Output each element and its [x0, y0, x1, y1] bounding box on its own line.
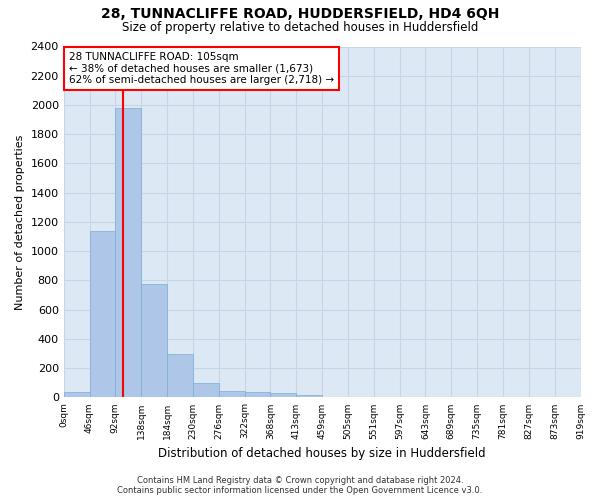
Bar: [89, 230, 115, 398]
X-axis label: Distribution of detached houses by size in Huddersfield: Distribution of detached houses by size …: [158, 447, 486, 460]
Bar: [115, 108, 141, 398]
Bar: [64, 392, 89, 398]
Bar: [167, 354, 193, 398]
Bar: [141, 284, 167, 398]
Text: Size of property relative to detached houses in Huddersfield: Size of property relative to detached ho…: [122, 21, 478, 34]
Bar: [219, 391, 245, 398]
Y-axis label: Number of detached properties: Number of detached properties: [15, 134, 25, 310]
Text: 28, TUNNACLIFFE ROAD, HUDDERSFIELD, HD4 6QH: 28, TUNNACLIFFE ROAD, HUDDERSFIELD, HD4 …: [101, 8, 499, 22]
Text: Contains HM Land Registry data © Crown copyright and database right 2024.
Contai: Contains HM Land Registry data © Crown c…: [118, 476, 482, 495]
Text: 28 TUNNACLIFFE ROAD: 105sqm
← 38% of detached houses are smaller (1,673)
62% of : 28 TUNNACLIFFE ROAD: 105sqm ← 38% of det…: [69, 52, 334, 85]
Bar: [193, 383, 219, 398]
Bar: [245, 392, 271, 398]
Bar: [296, 394, 322, 398]
Bar: [271, 393, 296, 398]
